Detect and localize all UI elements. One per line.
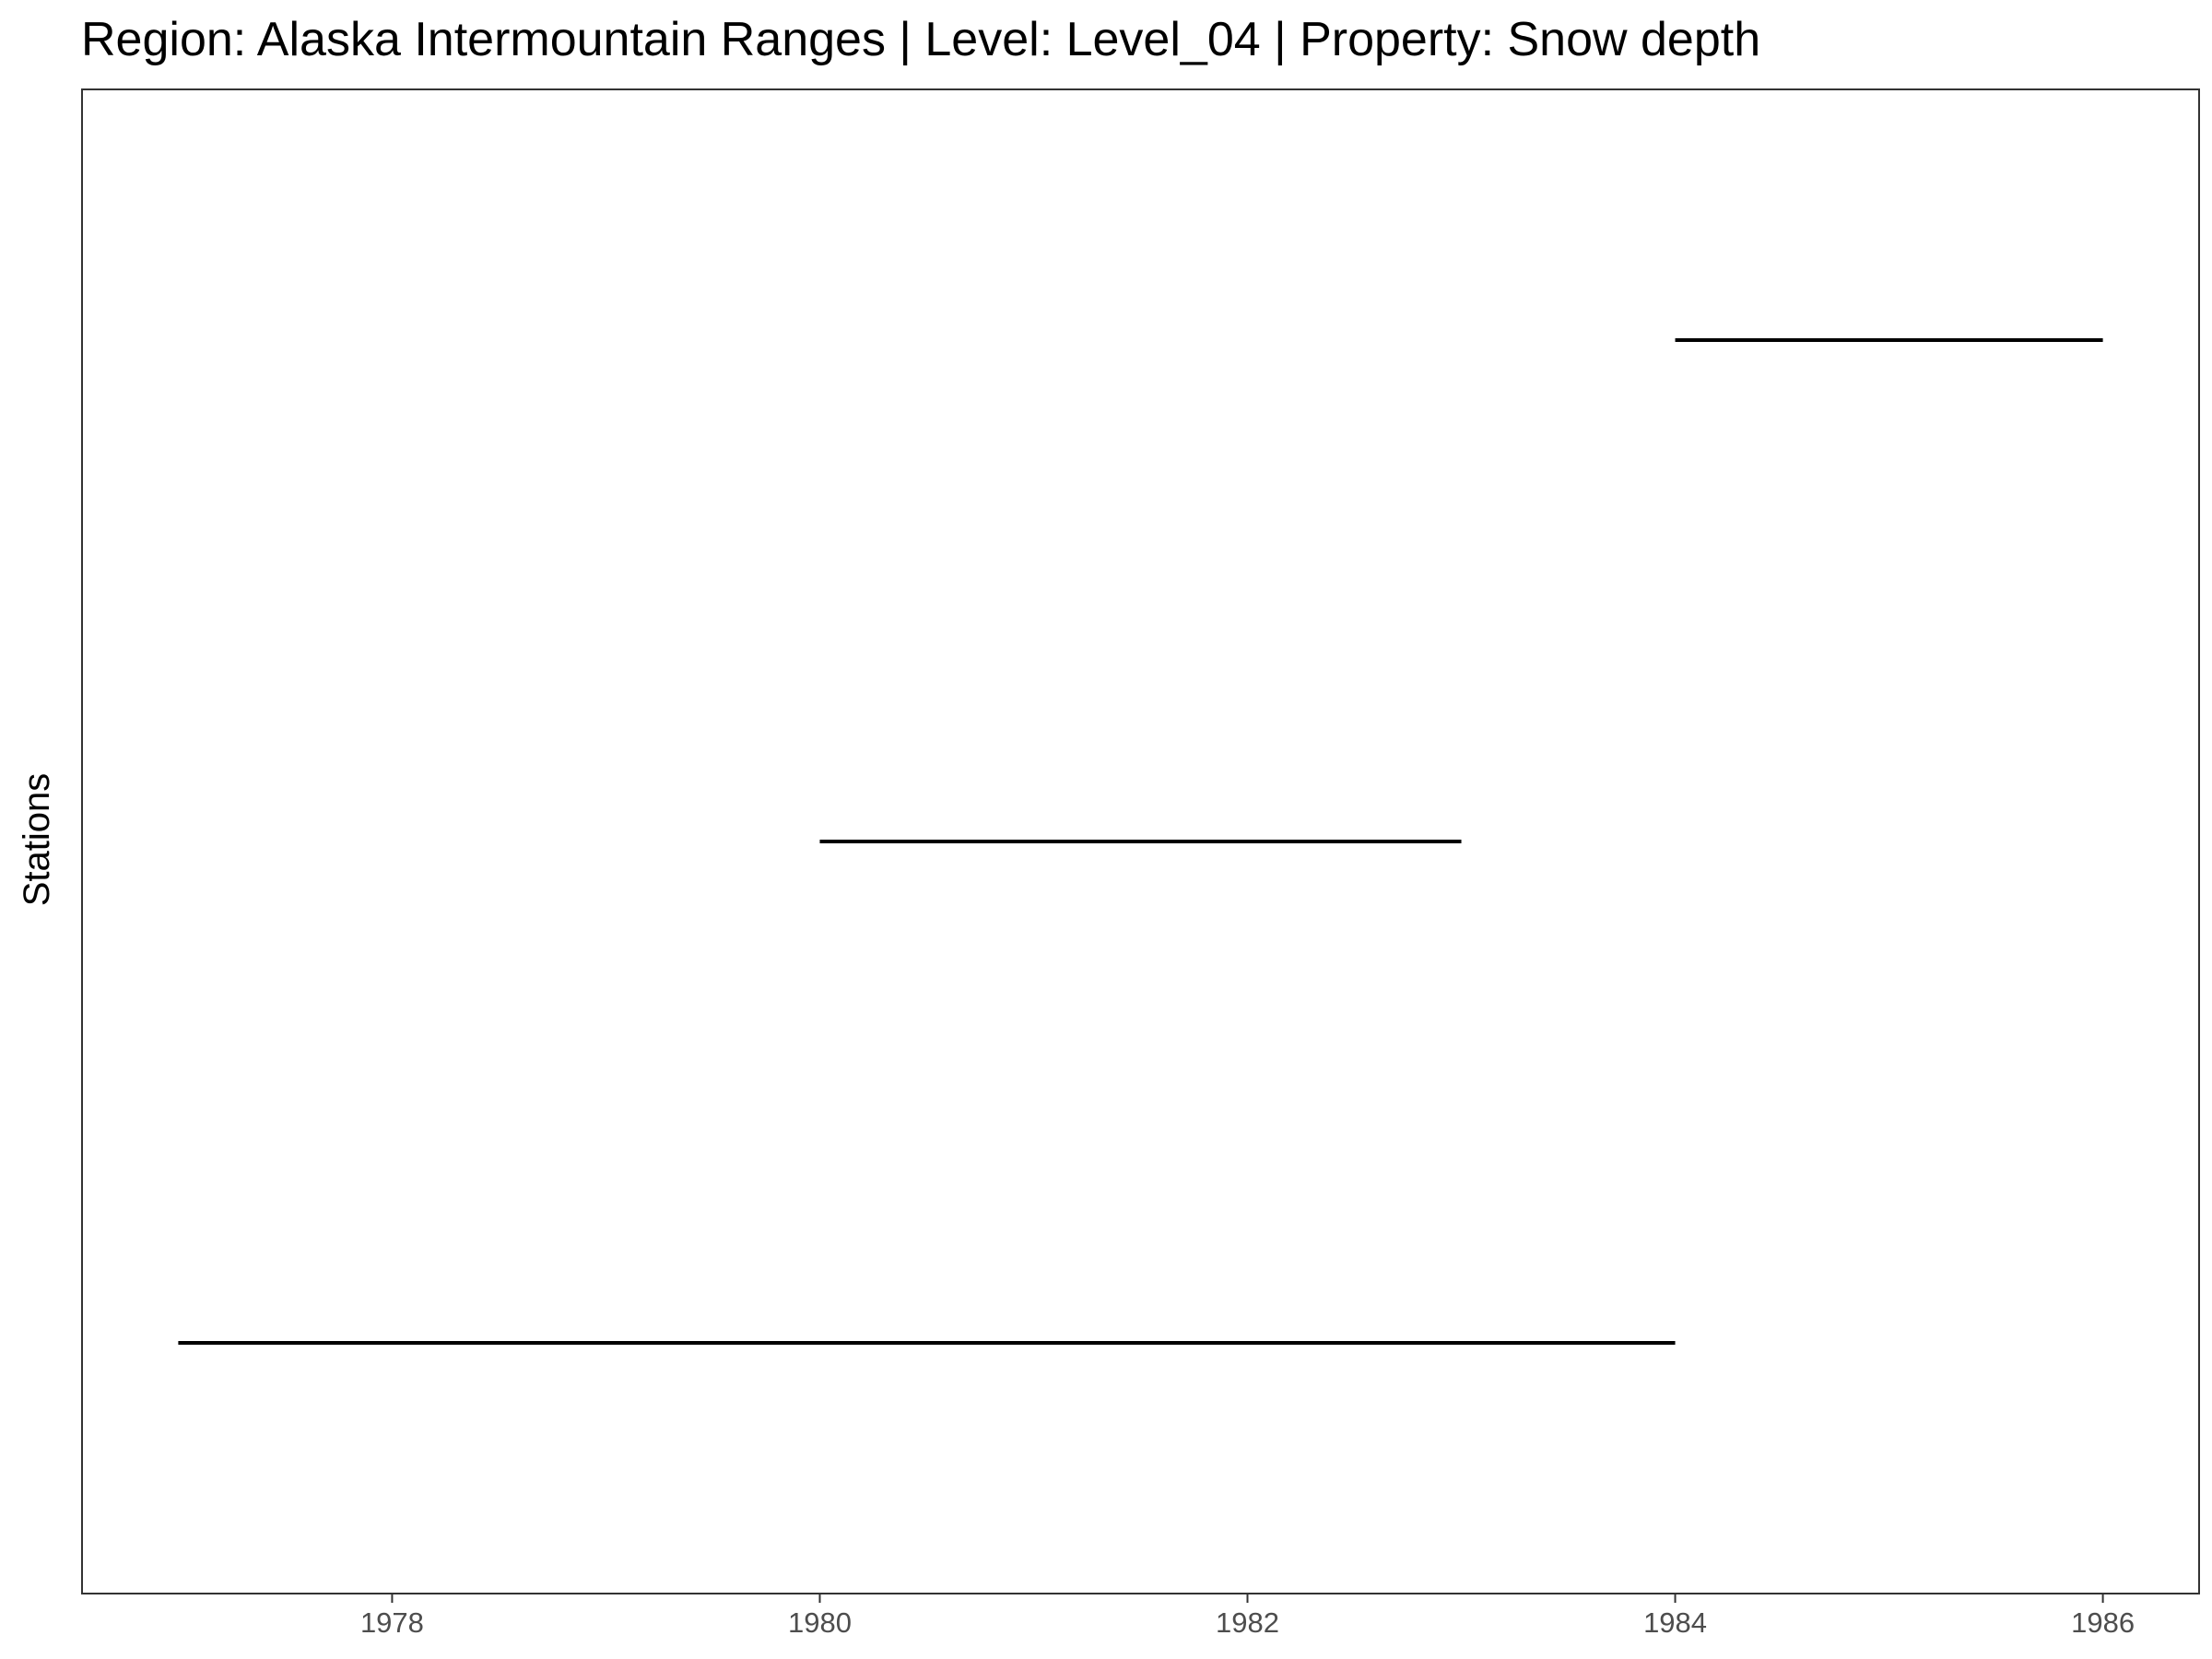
- chart-title: Region: Alaska Intermountain Ranges | Le…: [81, 13, 1760, 66]
- x-tick-label: 1986: [2071, 1606, 2135, 1639]
- x-axis-ticks: 1978 1980 1982 1984 1986: [360, 1594, 2135, 1639]
- x-tick-label: 1978: [360, 1606, 424, 1639]
- x-tick-label: 1982: [1216, 1606, 1279, 1639]
- plot-panel-border: [81, 88, 2200, 1594]
- x-tick-label: 1980: [788, 1606, 852, 1639]
- y-axis-label: Stations: [17, 773, 57, 907]
- x-tick-label: 1984: [1643, 1606, 1707, 1639]
- station-segments: [178, 338, 2103, 1345]
